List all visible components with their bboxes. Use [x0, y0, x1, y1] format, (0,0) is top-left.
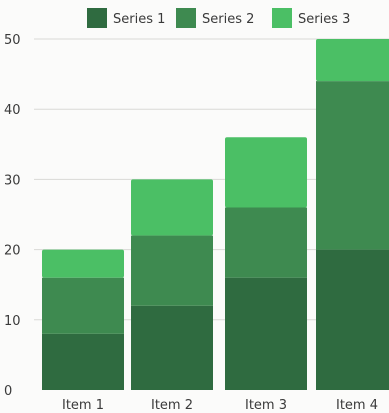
bar-4-series-1: [316, 249, 389, 390]
bar-stack-3: [225, 137, 307, 390]
legend-label-3: Series 3: [298, 12, 350, 27]
bar-stack-2: [131, 179, 213, 390]
legend: Series 1 Series 2 Series 3: [87, 8, 350, 28]
legend-label-2: Series 2: [202, 12, 254, 27]
legend-label-1: Series 1: [113, 12, 165, 27]
y-tick-label-20: 20: [4, 244, 21, 259]
y-tick-label-0: 0: [4, 384, 12, 399]
x-tick-label-2: Item 2: [151, 398, 193, 413]
legend-item-2: Series 2: [176, 8, 254, 28]
legend-item-1: Series 1: [87, 8, 165, 28]
bar-stack-4: [316, 39, 389, 390]
legend-swatch-3: [272, 8, 292, 28]
x-tick-label-3: Item 3: [245, 398, 287, 413]
y-tick-label-50: 50: [4, 33, 21, 48]
legend-swatch-1: [87, 8, 107, 28]
bar-2-series-3: [131, 179, 213, 236]
bar-2-series-2: [131, 235, 213, 306]
y-tick-label-30: 30: [4, 173, 21, 188]
bar-3-series-2: [225, 207, 307, 278]
legend-item-3: Series 3: [272, 8, 350, 28]
bars: [42, 39, 389, 390]
bar-3-series-1: [225, 277, 307, 390]
x-tick-label-1: Item 1: [62, 398, 104, 413]
y-axis: 0 10 20 30 40 50: [4, 33, 21, 399]
x-axis: Item 1 Item 2 Item 3 Item 4: [62, 398, 378, 413]
bar-1-series-3: [42, 249, 124, 278]
bar-4-series-2: [316, 81, 389, 250]
bar-2-series-1: [131, 305, 213, 390]
bar-1-series-2: [42, 277, 124, 334]
x-tick-label-4: Item 4: [336, 398, 378, 413]
bar-3-series-3: [225, 137, 307, 208]
bar-1-series-1: [42, 333, 124, 390]
bar-4-series-3: [316, 39, 389, 82]
bar-stack-1: [42, 249, 124, 390]
legend-swatch-2: [176, 8, 196, 28]
y-tick-label-10: 10: [4, 314, 21, 329]
y-tick-label-40: 40: [4, 103, 21, 118]
